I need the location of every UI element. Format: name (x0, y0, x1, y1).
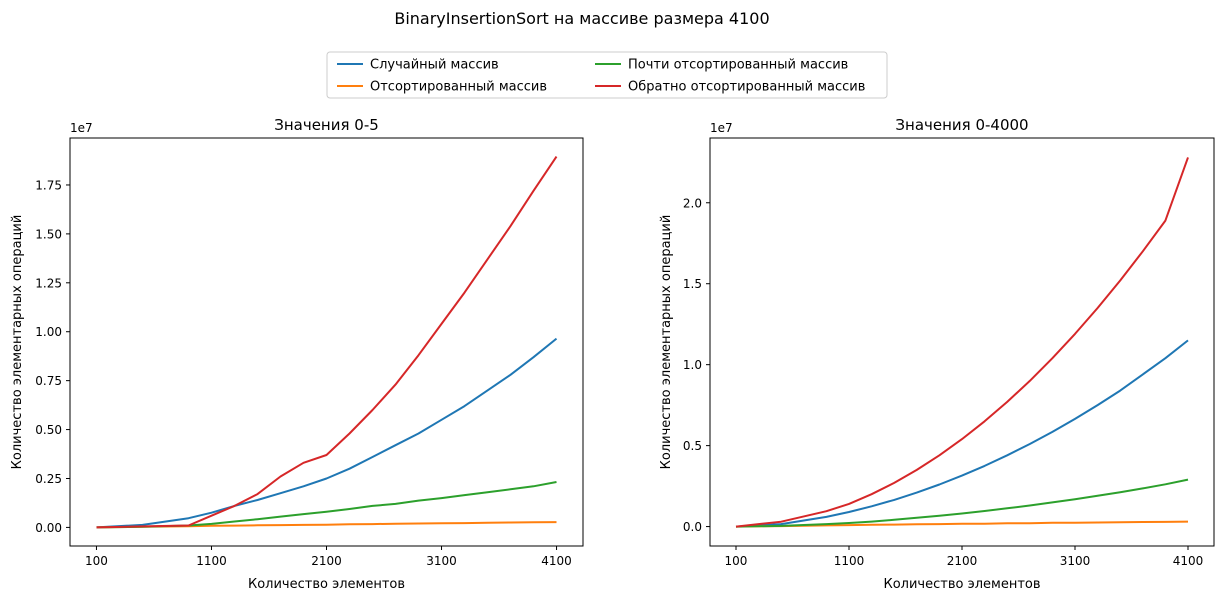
series-line (96, 156, 558, 529)
y-tick-label: 1.5 (683, 277, 702, 291)
y-axis-label: Количество элементарных операций (10, 215, 25, 470)
series-line (96, 481, 557, 529)
x-tick-label: 1100 (196, 554, 227, 568)
chart-title: Значения 0-4000 (895, 116, 1028, 134)
y-offset-label: 1e7 (710, 121, 733, 135)
y-tick-label: 2.0 (683, 196, 702, 210)
x-tick-label: 2100 (947, 554, 978, 568)
legend-entry: Обратно отсортированный массив (595, 80, 865, 95)
y-tick-label: 0.5 (683, 439, 702, 453)
plot-frame (709, 137, 1215, 547)
series-line (735, 157, 1189, 528)
y-tick-label: 0.25 (35, 472, 62, 486)
series-line (96, 337, 558, 529)
y-tick-label: 1.25 (35, 276, 62, 290)
x-tick-label: 4100 (1173, 554, 1204, 568)
series-line (735, 339, 1189, 528)
legend-entry: Отсортированный массив (337, 80, 547, 95)
y-tick-label: 1.50 (35, 227, 62, 241)
y-tick-label: 1.00 (35, 325, 62, 339)
chart-right: Значения 0-4000 1e7 100 1100 2100 3100 4100 0.0… (659, 116, 1215, 592)
plot-frame (69, 137, 584, 547)
legend-label: Обратно отсортированный массив (628, 80, 865, 95)
x-tick-label: 4100 (541, 554, 572, 568)
y-axis-label: Количество элементарных операций (659, 215, 674, 470)
y-offset-label: 1e7 (70, 121, 93, 135)
legend: Случайный массив Отсортированный массив По… (326, 51, 888, 99)
y-tick-label: 1.0 (683, 358, 702, 372)
series-line (96, 521, 557, 529)
series-line (735, 478, 1189, 528)
legend-label: Отсортированный массив (370, 80, 547, 95)
y-tick-label: 0.0 (683, 520, 702, 534)
x-tick-label: 100 (725, 554, 748, 568)
chart-title: Значения 0-5 (274, 116, 379, 134)
figure-title: BinaryInsertionSort на массиве размера 4… (394, 9, 769, 28)
legend-frame (326, 51, 888, 99)
legend-label: Случайный массив (370, 58, 499, 73)
x-axis-label: Количество элементов (883, 577, 1040, 592)
x-tick-label: 100 (85, 554, 108, 568)
x-tick-label: 3100 (426, 554, 457, 568)
chart-left: Значения 0-5 1e7 100 1100 2100 3100 4100 0.00 0.… (10, 116, 584, 592)
x-tick-label: 2100 (311, 554, 342, 568)
y-tick-label: 0.50 (35, 423, 62, 437)
x-tick-label: 3100 (1060, 554, 1091, 568)
x-tick-label: 1100 (834, 554, 865, 568)
y-tick-label: 1.75 (35, 178, 62, 192)
series-line (735, 520, 1189, 528)
x-axis-label: Количество элементов (248, 577, 405, 592)
y-tick-label: 0.75 (35, 374, 62, 388)
legend-entry: Почти отсортированный массив (595, 58, 848, 73)
legend-entry: Случайный массив (337, 58, 499, 73)
legend-label: Почти отсортированный массив (628, 58, 848, 73)
y-tick-label: 0.00 (35, 521, 62, 535)
